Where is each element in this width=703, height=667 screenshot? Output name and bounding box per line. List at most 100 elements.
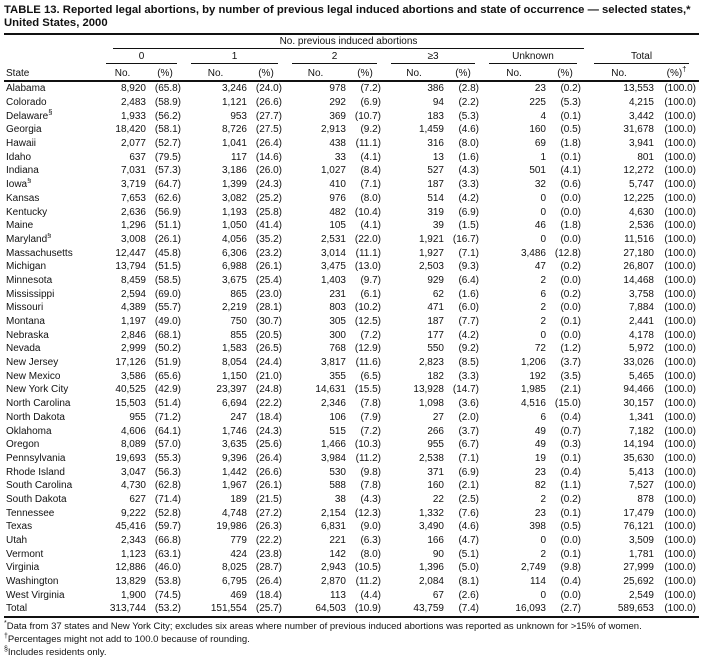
value-cell: (26.4) [255,138,282,150]
value-cell: (100.0) [664,124,696,136]
value-cell: (11.6) [355,357,381,369]
value-cell: (100.0) [664,97,696,109]
table-row: North Dakota 955 (71.2) 247 (18.4) 106 (… [4,411,699,425]
value-cell: (9.2) [458,343,479,355]
value-cell: 779 [230,535,247,547]
table-title: TABLE 13. Reported legal abortions, by n… [4,4,699,30]
table-row: Pennsylvania 19,693 (55.3) 9,396 (26.4) … [4,452,699,466]
value-cell: 316 [427,138,444,150]
value-cell: 19 [534,452,546,464]
value-cell: (25.7) [247,602,285,618]
value-cell: 2,749 [520,562,546,574]
table-row: Georgia 18,420 (58.1) 8,726 (27.5) 2,913… [4,123,699,137]
value-cell: 588 [329,480,346,492]
value-cell: 8,025 [221,562,247,574]
spanner-label: No. previous induced abortions [113,36,584,49]
value-cell: (26.4) [255,576,282,588]
value-cell: (0.0) [560,589,581,601]
value-cell: (71.4) [154,493,181,505]
value-cell: (7.2) [360,329,381,341]
value-cell: 313,744 [99,602,146,618]
col-group-total: Total [584,49,699,64]
value-cell: 3,014 [320,247,346,259]
state-cell: Indiana [6,165,39,177]
value-cell: 1,985 [520,384,546,396]
value-cell: (27.2) [255,507,282,519]
value-cell: 3,586 [120,370,146,382]
pct-header-ge3: (%) [444,64,482,82]
value-cell: 6,831 [320,521,346,533]
table-row: Oklahoma 4,606 (64.1) 1,746 (24.3) 515 (… [4,424,699,438]
value-cell: (4.2) [458,329,479,341]
value-cell: 11,516 [624,233,654,245]
value-cell: (28.7) [255,562,282,574]
state-cell: Vermont [6,548,44,560]
spanner-row: No. previous induced abortions [4,34,699,49]
value-cell: 14,631 [315,384,346,396]
value-cell: 482 [329,206,346,218]
value-cell: (23.0) [255,288,282,300]
value-cell: 1,927 [418,247,444,259]
state-cell: Hawaii [6,138,37,150]
value-cell: 3,635 [221,439,247,451]
value-cell: (2.8) [458,83,479,95]
value-cell: (23.8) [255,548,282,560]
state-cell: Michigan [6,261,47,273]
value-cell: 4 [540,110,546,122]
value-cell: (0.3) [560,439,581,451]
value-cell: (4.1) [360,151,381,163]
value-cell: (27.7) [255,110,282,122]
state-cell: Pennsylvania [6,452,66,464]
value-cell: (22.2) [255,535,282,547]
header-spacer [4,34,99,49]
value-cell: 17,126 [115,357,146,369]
table-row: Kentucky 2,636 (56.9) 1,193 (25.8) 482 (… [4,205,699,219]
value-cell: 371 [427,466,444,478]
value-cell: (0.1) [560,151,581,163]
subheader-row: State No. (%) No. (%) No. (%) No. (%) No… [4,64,699,82]
value-cell: (28.1) [255,302,282,314]
value-cell: 3,509 [628,535,654,547]
value-cell: 35,630 [623,452,654,464]
value-cell: (0.1) [560,548,581,560]
value-cell: 225 [529,97,546,109]
value-cell: (26.1) [154,233,181,245]
value-cell: 1,098 [418,398,444,410]
value-cell: 2,846 [120,329,146,341]
value-cell: (2.5) [458,493,479,505]
value-cell: (2.2) [458,97,479,109]
value-cell: 1,933 [120,110,146,122]
value-cell: (15.0) [554,398,581,410]
value-cell: (100.0) [664,466,696,478]
value-cell: 501 [529,165,546,177]
no-header-2: No. [285,64,346,82]
value-cell: (7.1) [360,179,381,191]
value-cell: 953 [230,110,247,122]
value-cell: (100.0) [664,480,696,492]
value-cell: 369 [329,110,346,122]
value-cell: 221 [329,535,346,547]
value-cell: 177 [427,329,444,341]
value-cell: 106 [329,411,346,423]
value-cell: 23 [534,466,546,478]
value-cell: (79.5) [154,151,181,163]
value-cell: 3,490 [418,521,444,533]
value-cell: 2,636 [120,206,146,218]
value-cell: 6 [540,411,546,423]
value-cell: (100.0) [664,535,696,547]
value-cell: (20.5) [255,329,282,341]
value-cell: (4.6) [458,521,479,533]
value-cell: (100.0) [664,247,696,259]
state-cell: Total [4,602,99,618]
value-cell: (12.8) [554,247,581,259]
value-cell: (57.0) [154,439,181,451]
state-cell: Maryland§ [6,232,52,245]
value-cell: (8.5) [458,357,479,369]
value-cell: 398 [529,521,546,533]
value-cell: (64.1) [154,425,181,437]
value-cell: 7,653 [120,192,146,204]
value-cell: 2,077 [120,138,146,150]
value-cell: 955 [427,439,444,451]
value-cell: 865 [230,288,247,300]
